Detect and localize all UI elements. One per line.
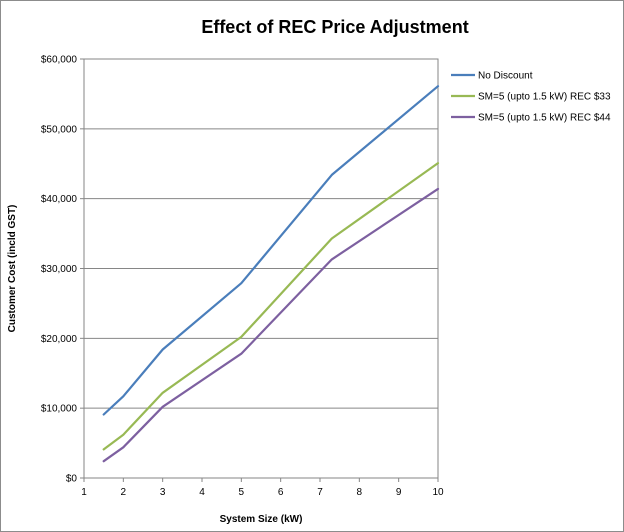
y-tick-label: $60,000	[41, 55, 78, 66]
y-tick-label: $40,000	[41, 194, 78, 205]
x-tick-label: 4	[199, 487, 205, 498]
x-tick-label: 9	[396, 487, 402, 498]
x-axis-ticks: 1 2 3 4 5 6 7 8 9 10	[81, 478, 444, 498]
y-axis-title: Customer Cost (incld GST)	[7, 205, 18, 333]
series-lines	[102, 85, 440, 463]
y-tick-label: $50,000	[41, 124, 78, 135]
x-tick-label: 2	[121, 487, 127, 498]
x-tick-label: 3	[160, 487, 166, 498]
x-axis-title: System Size (kW)	[220, 514, 303, 525]
x-tick-label: 6	[278, 487, 284, 498]
series-line-2	[102, 162, 440, 451]
x-tick-label: 8	[357, 487, 363, 498]
y-tick-label: $0	[66, 474, 78, 485]
y-tick-label: $10,000	[41, 404, 78, 415]
series-line-1	[102, 85, 440, 416]
x-tick-label: 5	[239, 487, 245, 498]
x-tick-label: 1	[81, 487, 87, 498]
chart-title: Effect of REC Price Adjustment	[201, 17, 468, 37]
legend-label: SM=5 (upto 1.5 kW) REC $44	[478, 113, 611, 124]
x-tick-label: 10	[432, 487, 444, 498]
series-line-3	[102, 187, 440, 463]
legend-label: No Discount	[478, 71, 533, 82]
y-axis-ticks: $0 $10,000 $20,000 $30,000 $40,000 $50,000 $60…	[41, 55, 84, 485]
legend: No Discount SM=5 (upto 1.5 kW) REC $33 SM=…	[451, 71, 611, 124]
legend-label: SM=5 (upto 1.5 kW) REC $33	[478, 92, 611, 103]
y-tick-label: $30,000	[41, 264, 78, 275]
x-tick-label: 7	[317, 487, 323, 498]
grid-lines	[84, 58, 438, 479]
y-tick-label: $20,000	[41, 334, 78, 345]
